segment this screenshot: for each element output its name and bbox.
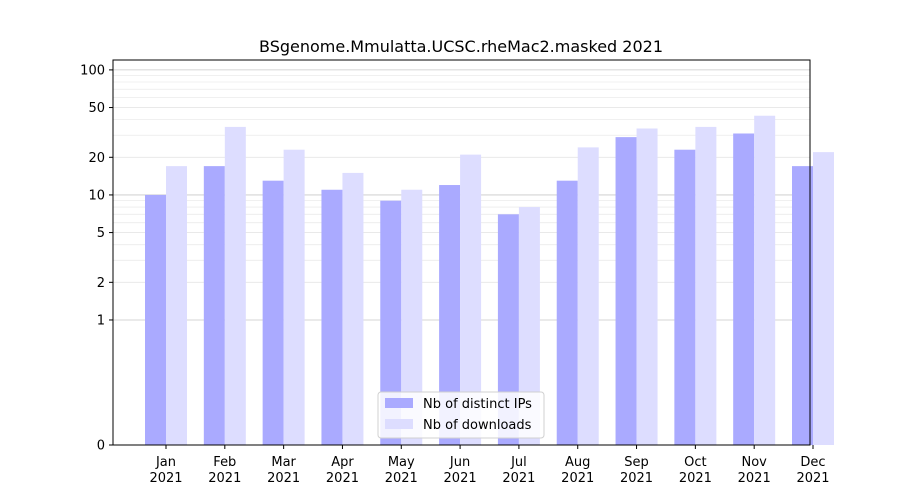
bar-downloads: [636, 128, 658, 445]
bar-downloads: [283, 149, 305, 446]
legend: Nb of distinct IPs Nb of downloads: [377, 391, 545, 439]
bar-distinct-ips: [380, 200, 402, 445]
bar-downloads: [754, 115, 776, 445]
y-tick-label: 100: [80, 63, 105, 78]
bars-layer: [145, 115, 834, 446]
bar-downloads: [577, 147, 599, 446]
bar-distinct-ips: [439, 185, 461, 445]
bar-distinct-ips: [556, 180, 578, 445]
bar-distinct-ips: [203, 166, 225, 445]
x-axis: Jan 2021 Feb 2021 Mar 2021 Apr 2021 May 2021 Jun 20…: [149, 445, 830, 486]
x-tick-label: Feb 2021: [208, 455, 241, 486]
bar-downloads: [813, 152, 834, 445]
x-tick-label: Jun 2021: [444, 455, 477, 486]
bar-downloads: [695, 126, 717, 446]
x-tick-label: Jan 2021: [149, 455, 182, 486]
x-tick-label: Aug 2021: [561, 455, 594, 486]
bar-downloads: [460, 154, 482, 446]
y-tick-label: 20: [88, 151, 105, 166]
x-tick-label: Mar 2021: [267, 455, 300, 486]
legend-swatch-distinct-ips: [385, 398, 413, 408]
y-tick-label: 10: [88, 188, 105, 203]
bar-downloads: [224, 126, 246, 446]
bar-distinct-ips: [262, 180, 284, 445]
x-tick-label: Apr 2021: [326, 455, 359, 486]
bar-downloads: [342, 172, 364, 445]
x-tick-label: Jul 2021: [502, 455, 535, 486]
bar-downloads: [518, 207, 540, 445]
x-tick-label: Oct 2021: [679, 455, 712, 486]
x-tick-label: May 2021: [385, 455, 418, 486]
y-tick-label: 0: [97, 439, 105, 454]
x-tick-label: Nov 2021: [738, 455, 771, 486]
bar-distinct-ips: [674, 149, 696, 446]
y-tick-label: 5: [97, 226, 105, 241]
x-tick-label: Dec 2021: [796, 455, 829, 486]
y-tick-label: 2: [97, 276, 105, 291]
legend-swatch-downloads: [385, 419, 413, 429]
plot-frame: [112, 59, 811, 446]
bar-distinct-ips: [733, 133, 755, 445]
bar-distinct-ips: [615, 137, 637, 445]
bar-downloads: [401, 189, 423, 445]
x-tick-label: Sep 2021: [620, 455, 653, 486]
legend-label: Nb of downloads: [423, 418, 532, 433]
bar-distinct-ips: [145, 194, 166, 445]
y-axis: 0 1 2 5 10 20 50 100: [80, 63, 113, 454]
bar-distinct-ips: [321, 189, 343, 445]
y-tick-label: 50: [88, 101, 105, 116]
bar-downloads: [166, 166, 187, 445]
y-tick-label: 1: [97, 313, 105, 328]
bar-distinct-ips: [792, 166, 813, 445]
bar-distinct-ips: [497, 214, 519, 445]
chart-title: BSgenome.Mmulatta.UCSC.rheMac2.masked 20…: [259, 37, 663, 56]
legend-label: Nb of distinct IPs: [423, 397, 532, 412]
legend-box: [377, 391, 545, 439]
